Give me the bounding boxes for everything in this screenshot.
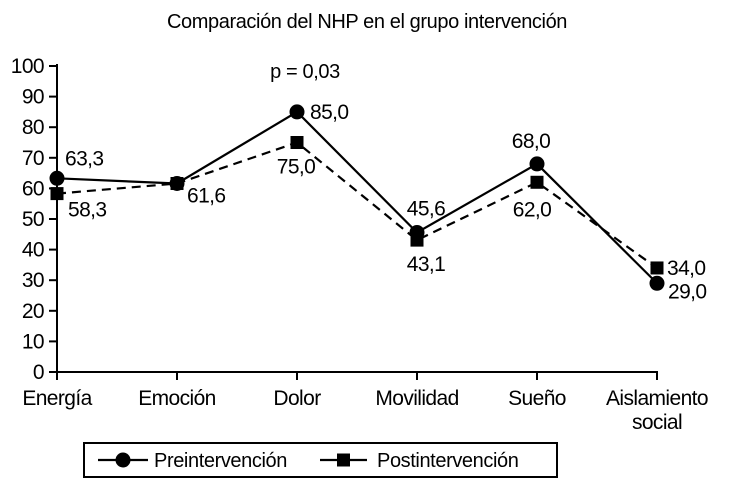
data-point-square <box>50 187 64 201</box>
legend: Preintervención Postintervención <box>83 442 558 478</box>
data-point-circle <box>289 104 305 120</box>
data-point-circle <box>649 275 665 291</box>
x-category-label: Emoción <box>138 387 216 410</box>
p-value-annotation: p = 0,03 <box>270 61 340 83</box>
y-tick-label: 80 <box>22 116 44 139</box>
y-tick-label: 0 <box>33 361 44 384</box>
legend-item-preintervencion: Preintervención <box>98 450 287 472</box>
y-tick-label: 60 <box>22 177 44 200</box>
x-category-label: Dolor <box>273 387 321 410</box>
data-point-circle <box>529 156 545 172</box>
series-line-postintervención <box>56 141 658 269</box>
data-point-square <box>530 175 544 189</box>
data-point-square <box>170 177 184 191</box>
x-category-label: Energía <box>22 387 92 410</box>
y-tick-label: 50 <box>22 208 44 231</box>
x-category-label: Movilidad <box>375 387 458 410</box>
series-line-preintervención <box>56 110 658 285</box>
data-point-circle <box>49 170 65 186</box>
data-point-square <box>410 233 424 247</box>
point-value-label: 62,0 <box>513 198 551 221</box>
legend-box <box>83 442 558 478</box>
legend-label-preintervencion: Preintervención <box>154 450 287 472</box>
point-value-label: 29,0 <box>668 280 706 303</box>
data-point-square <box>290 136 304 149</box>
data-point-square <box>650 261 664 275</box>
legend-label-postintervencion: Postintervención <box>377 450 518 472</box>
point-value-label: 68,0 <box>512 130 550 153</box>
point-value-label: 63,3 <box>65 147 103 170</box>
y-tick-label: 30 <box>22 269 44 292</box>
point-value-label: 58,3 <box>68 199 106 222</box>
point-value-label: 85,0 <box>310 101 348 124</box>
legend-circle-marker-icon <box>115 452 131 468</box>
chart-title: Comparación del NHP en el grupo interven… <box>167 11 567 33</box>
legend-item-postintervencion: Postintervención <box>320 450 519 472</box>
y-tick-label: 40 <box>22 239 44 262</box>
x-category-label: Sueño <box>508 387 566 410</box>
y-tick-label: 10 <box>22 330 44 353</box>
point-value-label: 45,6 <box>407 197 445 220</box>
x-category-label: Aislamiento social <box>606 387 708 434</box>
y-tick-label: 90 <box>22 86 44 109</box>
y-tick-label: 70 <box>22 147 44 170</box>
point-value-label: 75,0 <box>277 156 315 179</box>
point-value-label: 61,6 <box>187 185 225 208</box>
point-value-label: 34,0 <box>667 257 705 280</box>
legend-square-marker-icon <box>337 453 350 467</box>
y-tick-label: 100 <box>11 55 44 78</box>
plot-area: 0 10 20 30 40 50 60 70 80 90 100 Energía Emoción Dolo… <box>11 55 709 434</box>
y-tick-label: 20 <box>22 300 44 323</box>
point-value-label: 43,1 <box>407 253 445 276</box>
